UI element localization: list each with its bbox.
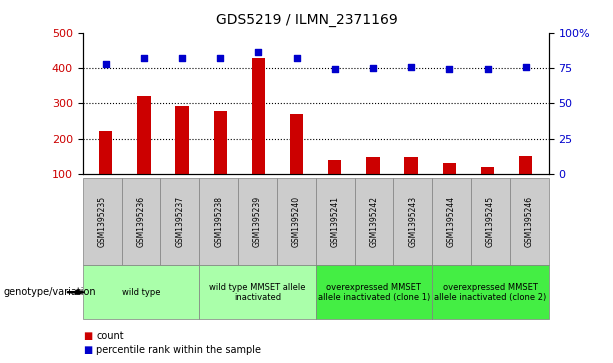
Bar: [519, 156, 533, 174]
Text: wild type MMSET allele
inactivated: wild type MMSET allele inactivated: [209, 282, 306, 302]
Point: [444, 66, 454, 72]
Bar: [328, 160, 341, 174]
Bar: [443, 163, 456, 174]
Point: [482, 66, 492, 72]
Point: [177, 55, 187, 61]
Text: genotype/variation: genotype/variation: [3, 287, 96, 297]
Bar: [137, 96, 151, 174]
Text: GDS5219 / ILMN_2371169: GDS5219 / ILMN_2371169: [216, 13, 397, 27]
Text: count: count: [96, 331, 124, 341]
Point: [406, 64, 416, 70]
Text: GSM1395236: GSM1395236: [137, 196, 145, 247]
Text: GSM1395242: GSM1395242: [370, 196, 378, 247]
Text: ■: ■: [83, 331, 92, 341]
Bar: [367, 157, 379, 174]
Text: GSM1395239: GSM1395239: [253, 196, 262, 247]
Text: GSM1395237: GSM1395237: [175, 196, 185, 247]
Text: overexpressed MMSET
allele inactivated (clone 1): overexpressed MMSET allele inactivated (…: [318, 282, 430, 302]
Text: GSM1395243: GSM1395243: [408, 196, 417, 247]
Point: [368, 65, 378, 71]
Bar: [252, 58, 265, 174]
Text: overexpressed MMSET
allele inactivated (clone 2): overexpressed MMSET allele inactivated (…: [434, 282, 547, 302]
Text: GSM1395235: GSM1395235: [97, 196, 107, 247]
Text: GSM1395240: GSM1395240: [292, 196, 301, 247]
Text: GSM1395245: GSM1395245: [486, 196, 495, 247]
Point: [215, 55, 225, 61]
Point: [292, 55, 302, 61]
Bar: [481, 167, 494, 174]
Text: percentile rank within the sample: percentile rank within the sample: [96, 345, 261, 355]
Text: GSM1395241: GSM1395241: [330, 196, 340, 247]
Point: [521, 64, 531, 70]
Text: GSM1395244: GSM1395244: [447, 196, 456, 247]
Point: [254, 50, 264, 56]
Bar: [405, 157, 418, 174]
Text: ■: ■: [83, 345, 92, 355]
Bar: [99, 131, 112, 174]
Text: GSM1395246: GSM1395246: [525, 196, 534, 247]
Point: [330, 66, 340, 72]
Bar: [175, 106, 189, 174]
Bar: [290, 114, 303, 174]
Point: [139, 55, 149, 61]
Text: wild type: wild type: [122, 288, 160, 297]
Point: [101, 61, 110, 67]
Text: GSM1395238: GSM1395238: [214, 196, 223, 247]
Bar: [213, 111, 227, 174]
